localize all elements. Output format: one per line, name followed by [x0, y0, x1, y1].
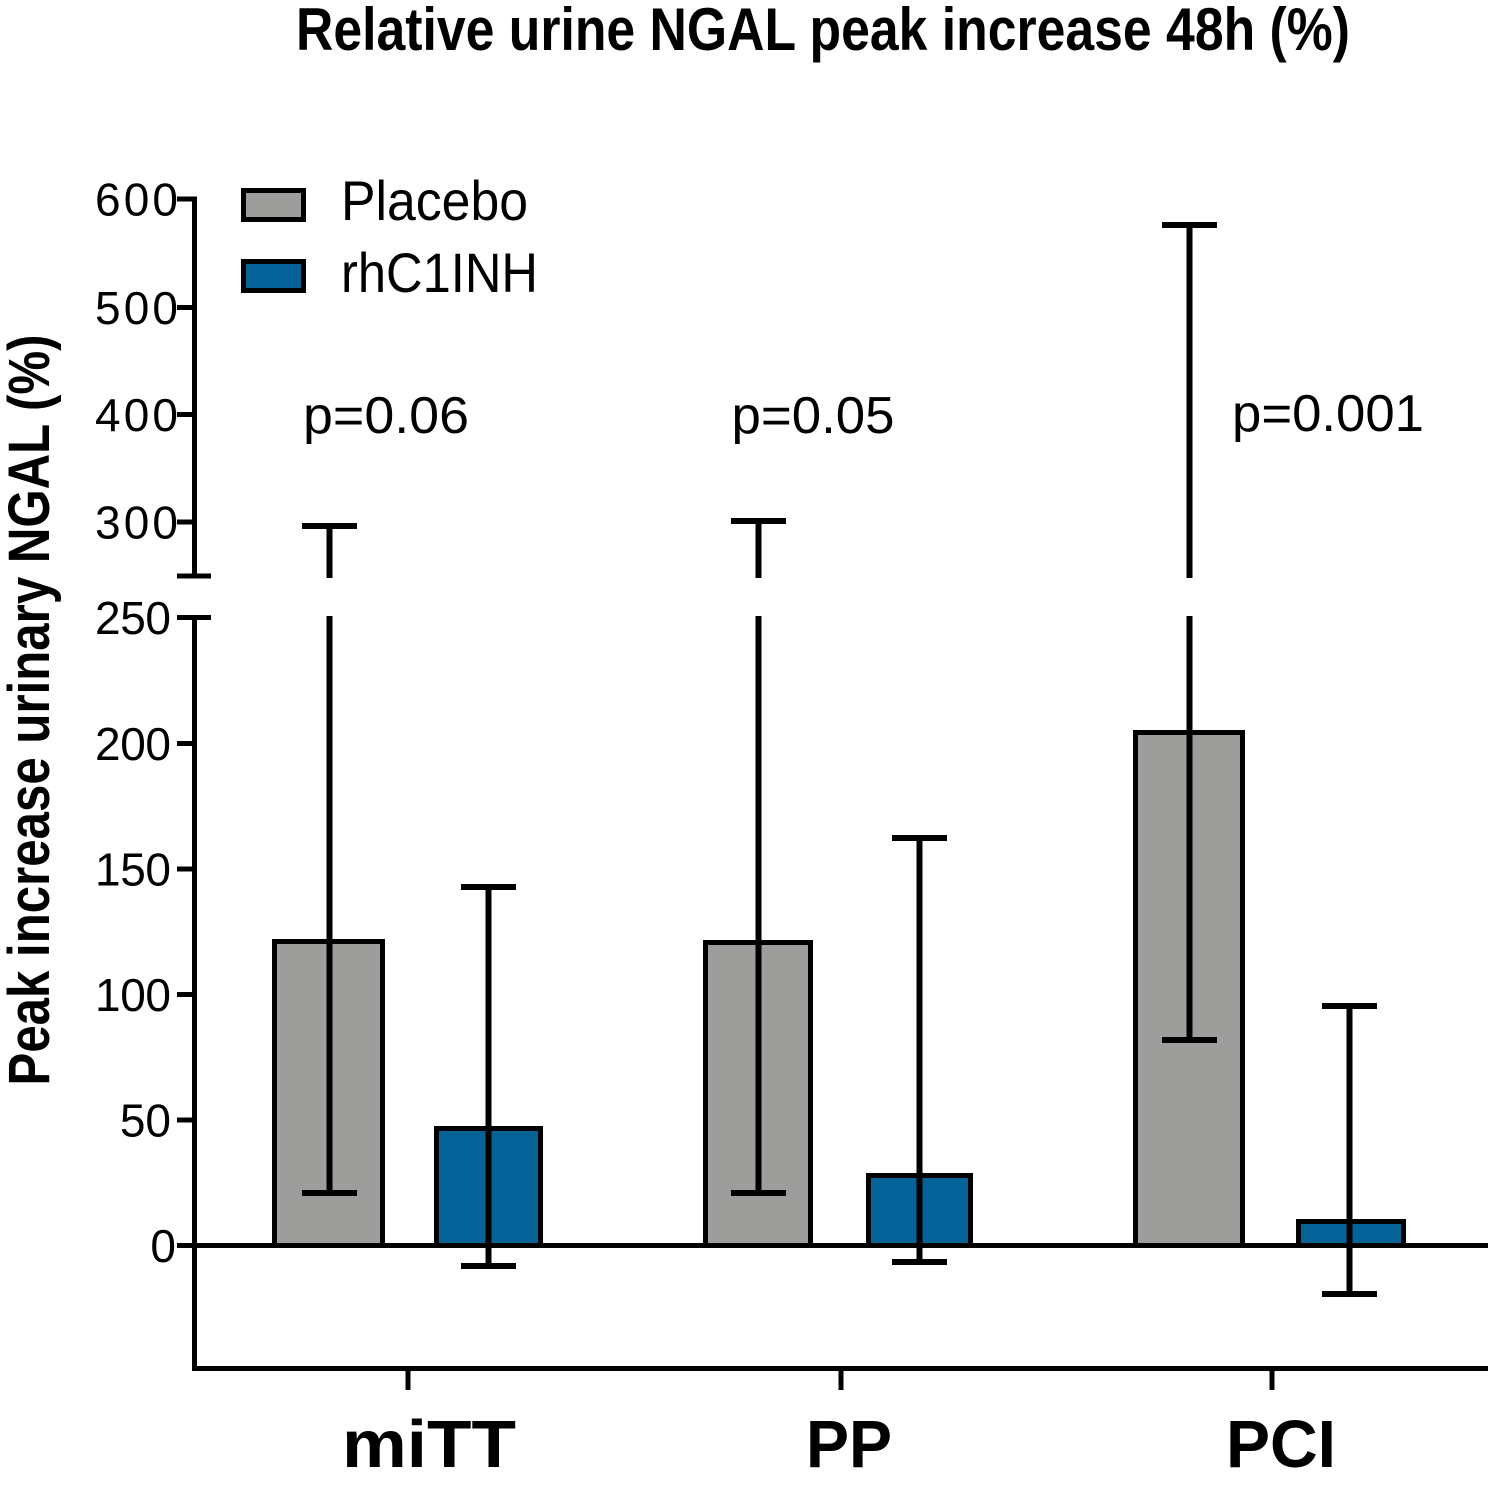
- svg-text:p=0.06: p=0.06: [303, 387, 469, 445]
- svg-text:250: 250: [95, 592, 171, 644]
- svg-text:200: 200: [95, 718, 171, 770]
- svg-text:600: 600: [95, 174, 178, 226]
- svg-text:p=0.001: p=0.001: [1232, 385, 1424, 443]
- svg-text:miTT: miTT: [342, 1407, 516, 1482]
- svg-text:PCI: PCI: [1226, 1407, 1336, 1482]
- svg-text:50: 50: [120, 1095, 171, 1147]
- svg-text:0: 0: [150, 1220, 176, 1272]
- svg-text:Placebo: Placebo: [341, 169, 528, 232]
- svg-text:rhC1INH: rhC1INH: [341, 241, 538, 304]
- svg-text:500: 500: [95, 282, 178, 334]
- svg-text:100: 100: [95, 969, 171, 1021]
- svg-text:p=0.05: p=0.05: [732, 387, 895, 445]
- svg-text:400: 400: [95, 389, 178, 441]
- svg-text:150: 150: [95, 844, 171, 896]
- svg-text:300: 300: [95, 497, 178, 549]
- svg-text:Peak increase urinary NGAL (%): Peak increase urinary NGAL (%): [0, 335, 62, 1086]
- svg-text:PP: PP: [806, 1407, 892, 1482]
- svg-text:Relative urine NGAL peak incre: Relative urine NGAL peak increase 48h (%…: [296, 0, 1350, 63]
